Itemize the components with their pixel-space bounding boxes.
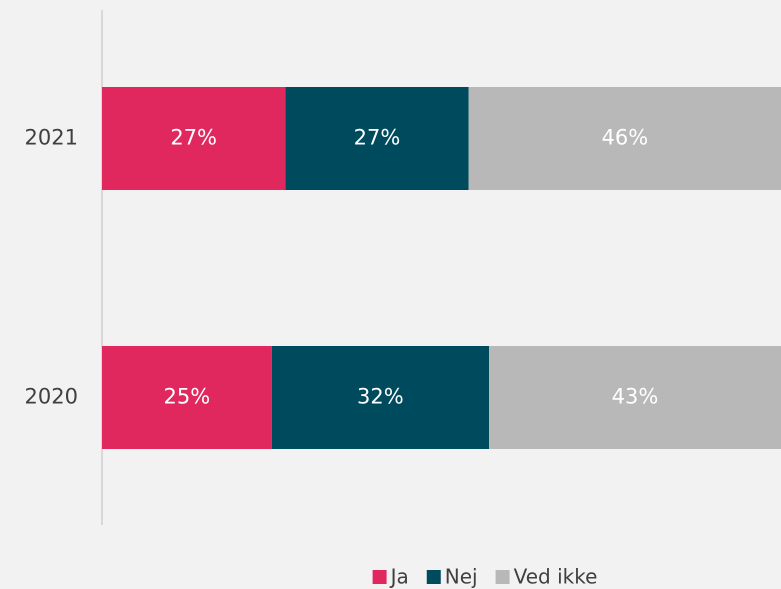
data-label: 43% <box>612 385 659 409</box>
bar-segment <box>468 87 781 190</box>
legend-swatch <box>426 570 441 584</box>
data-label: 25% <box>164 385 211 409</box>
legend-label: Ja <box>389 565 409 589</box>
data-label: 32% <box>357 385 404 409</box>
bar-segment <box>285 87 469 190</box>
bar-segment <box>489 346 781 449</box>
data-label: 27% <box>354 126 401 150</box>
y-tick-label: 2021 <box>25 126 78 150</box>
legend-swatch <box>372 570 387 584</box>
legend-swatch <box>495 570 510 584</box>
legend-label: Nej <box>445 565 478 589</box>
y-tick-label: 2020 <box>25 385 78 409</box>
data-label: 46% <box>601 126 648 150</box>
bar-segment <box>102 346 272 449</box>
legend-label: Ved ikke <box>514 565 598 589</box>
bar-segment <box>271 346 490 449</box>
data-label: 27% <box>170 126 217 150</box>
bar-segment <box>102 87 286 190</box>
